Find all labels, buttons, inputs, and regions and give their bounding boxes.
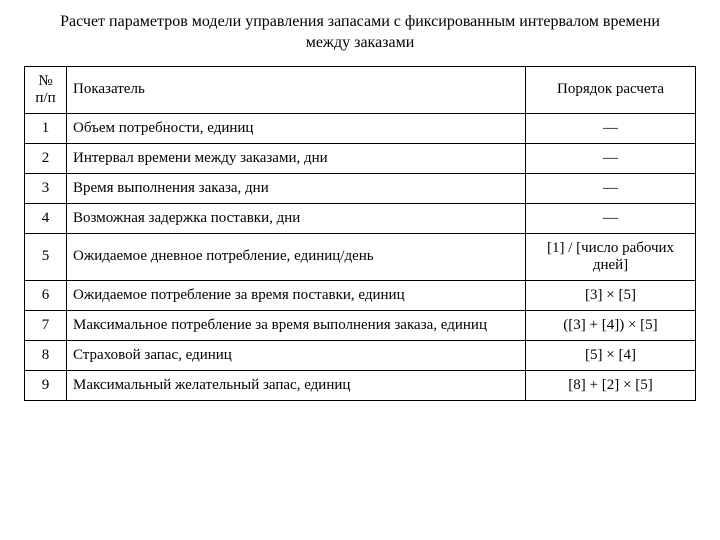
cell-num: 7 <box>25 310 67 340</box>
table-row: 4 Возможная задержка поставки, дни — <box>25 203 696 233</box>
cell-num: 4 <box>25 203 67 233</box>
table-row: 1 Объем потребности, единиц — <box>25 113 696 143</box>
cell-indicator: Интервал времени между заказами, дни <box>67 143 526 173</box>
header-calc: Порядок расчета <box>526 66 696 113</box>
cell-num: 8 <box>25 340 67 370</box>
cell-num: 9 <box>25 370 67 400</box>
header-num: № п/п <box>25 66 67 113</box>
cell-num: 5 <box>25 233 67 280</box>
cell-indicator: Ожидаемое дневное потребление, единиц/де… <box>67 233 526 280</box>
table-row: 8 Страховой запас, единиц [5] × [4] <box>25 340 696 370</box>
table-row: 7 Максимальное потребление за время выпо… <box>25 310 696 340</box>
cell-indicator: Возможная задержка поставки, дни <box>67 203 526 233</box>
cell-indicator: Время выполнения заказа, дни <box>67 173 526 203</box>
cell-calc: [8] + [2] × [5] <box>526 370 696 400</box>
cell-calc: — <box>526 173 696 203</box>
cell-calc: — <box>526 203 696 233</box>
header-indicator: Показатель <box>67 66 526 113</box>
cell-num: 1 <box>25 113 67 143</box>
cell-indicator: Максимальный желательный запас, единиц <box>67 370 526 400</box>
cell-indicator: Объем потребности, единиц <box>67 113 526 143</box>
parameters-table: № п/п Показатель Порядок расчета 1 Объем… <box>24 66 696 401</box>
cell-calc: [1] / [число рабочих дней] <box>526 233 696 280</box>
cell-indicator: Страховой запас, единиц <box>67 340 526 370</box>
cell-calc: — <box>526 113 696 143</box>
cell-calc: [3] × [5] <box>526 280 696 310</box>
cell-calc: [5] × [4] <box>526 340 696 370</box>
cell-num: 3 <box>25 173 67 203</box>
cell-indicator: Максимальное потребление за время выполн… <box>67 310 526 340</box>
cell-indicator: Ожидаемое потребление за время поставки,… <box>67 280 526 310</box>
cell-calc: — <box>526 143 696 173</box>
table-row: 9 Максимальный желательный запас, единиц… <box>25 370 696 400</box>
cell-calc: ([3] + [4]) × [5] <box>526 310 696 340</box>
table-row: 3 Время выполнения заказа, дни — <box>25 173 696 203</box>
table-header-row: № п/п Показатель Порядок расчета <box>25 66 696 113</box>
cell-num: 2 <box>25 143 67 173</box>
table-row: 6 Ожидаемое потребление за время поставк… <box>25 280 696 310</box>
table-row: 5 Ожидаемое дневное потребление, единиц/… <box>25 233 696 280</box>
table-row: 2 Интервал времени между заказами, дни — <box>25 143 696 173</box>
cell-num: 6 <box>25 280 67 310</box>
page-title: Расчет параметров модели управления запа… <box>24 12 696 54</box>
